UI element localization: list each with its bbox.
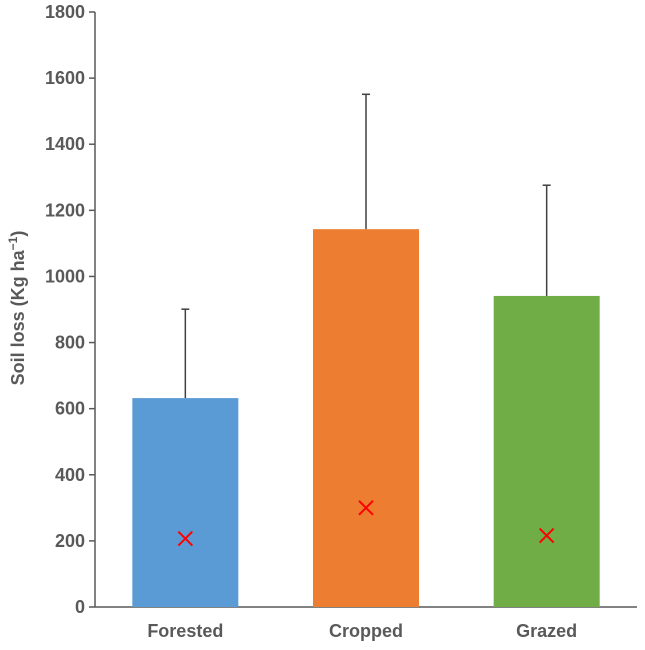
y-tick-label: 1600	[45, 68, 85, 88]
y-tick-label: 400	[55, 465, 85, 485]
y-tick-label: 800	[55, 333, 85, 353]
bar-cropped	[313, 229, 419, 608]
y-axis-title: Soil loss (Kg ha−1)	[6, 231, 28, 386]
x-tick-label-forested: Forested	[147, 621, 223, 641]
bar-grazed	[493, 295, 600, 607]
y-tick-label: 1400	[45, 134, 85, 154]
y-tick-label: 1200	[45, 200, 85, 220]
marker-cropped-b	[358, 500, 374, 516]
y-tick-label: 1800	[45, 2, 85, 22]
x-tick-label-grazed: Grazed	[516, 621, 577, 641]
y-tick-label: 600	[55, 399, 85, 419]
marker-forested-b	[177, 530, 194, 547]
marker-grazed-b	[538, 527, 555, 544]
x-tick-label-cropped: Cropped	[329, 621, 403, 641]
y-tick-label: 0	[75, 597, 85, 617]
y-tick-label: 1000	[45, 266, 85, 286]
bar-forested	[132, 398, 239, 607]
y-axis-title-text: Soil loss (Kg ha	[8, 249, 28, 385]
y-tick-label: 200	[55, 531, 85, 551]
y-axis-title-close: )	[8, 231, 28, 237]
y-axis-title-superscript: −1	[6, 236, 20, 250]
